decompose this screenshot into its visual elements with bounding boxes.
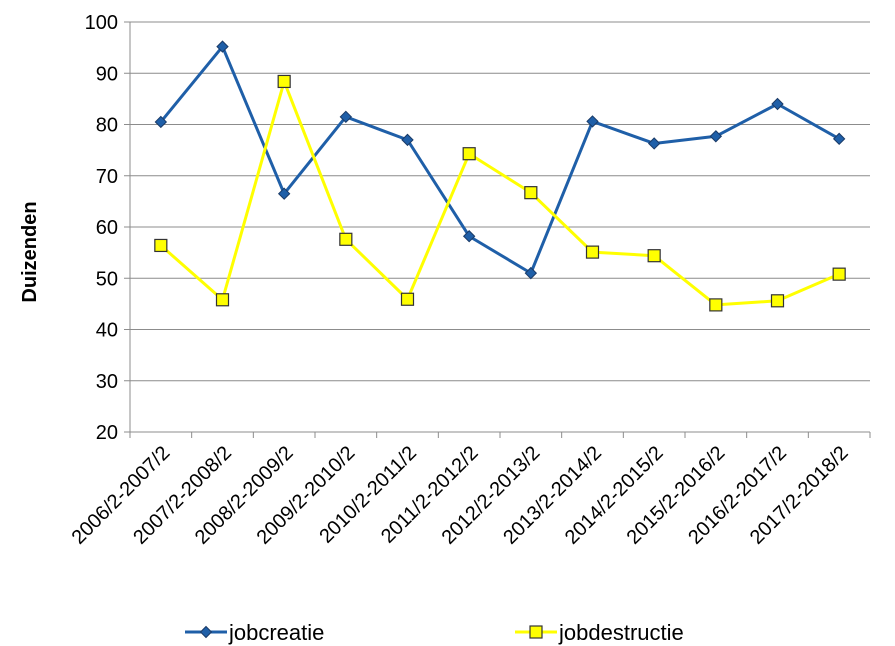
data-point: [832, 267, 846, 281]
data-point: [154, 115, 168, 129]
data-point: [771, 97, 784, 111]
y-tick-labels: 20 30 40 50 60 70 80 90 100: [85, 12, 118, 444]
y-tick-label: 20: [96, 422, 118, 444]
data-point: [400, 292, 415, 306]
legend-marker: [529, 625, 543, 639]
series-jobcreatie: [154, 40, 846, 280]
data-point: [770, 294, 785, 308]
y-tick-label: 100: [85, 12, 118, 34]
legend-item-jobcreatie: jobcreatie: [185, 620, 324, 645]
legend-item-jobdestructie: jobdestructie: [515, 620, 684, 645]
data-point: [339, 110, 353, 124]
y-tick-label: 30: [96, 371, 118, 393]
series-jobdestructie: [154, 74, 846, 312]
data-point: [647, 137, 661, 150]
data-point: [462, 147, 476, 161]
data-point: [832, 132, 846, 146]
data-point: [462, 230, 476, 243]
data-point: [524, 186, 538, 200]
series-line: [159, 79, 840, 307]
data-point: [586, 115, 599, 128]
y-tick-label: 40: [96, 320, 118, 342]
data-point: [647, 249, 661, 263]
data-point: [709, 298, 723, 312]
y-tick-label: 60: [96, 217, 118, 239]
data-point: [215, 293, 230, 307]
data-point: [277, 187, 291, 200]
data-point: [524, 266, 538, 280]
data-point: [154, 238, 168, 253]
series-line: [159, 45, 840, 275]
legend-label: jobcreatie: [228, 620, 324, 645]
x-tick-labels: 2006/2-2007/22007/2-2008/22008/2-2009/22…: [68, 442, 853, 549]
y-axis-label: Duizenden: [19, 201, 41, 302]
gridlines: [130, 21, 870, 433]
data-point: [401, 133, 414, 147]
legend-label: jobdestructie: [558, 620, 684, 645]
data-point: [277, 74, 291, 89]
legend-marker: [199, 625, 213, 639]
data-point: [709, 130, 723, 143]
y-tick-label: 70: [96, 166, 118, 188]
axes: [124, 21, 871, 438]
legend: jobcreatie jobdestructie: [185, 620, 684, 645]
series-layer: [154, 40, 846, 312]
data-point: [339, 232, 353, 246]
y-tick-label: 50: [96, 268, 118, 290]
data-point: [585, 245, 600, 259]
y-tick-label: 80: [96, 115, 118, 137]
y-tick-label: 90: [96, 63, 118, 85]
data-point: [216, 40, 229, 53]
